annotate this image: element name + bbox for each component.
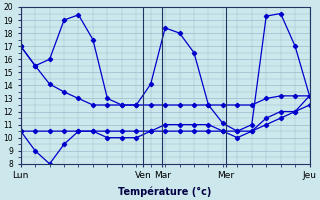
X-axis label: Température (°c): Température (°c) bbox=[118, 186, 212, 197]
